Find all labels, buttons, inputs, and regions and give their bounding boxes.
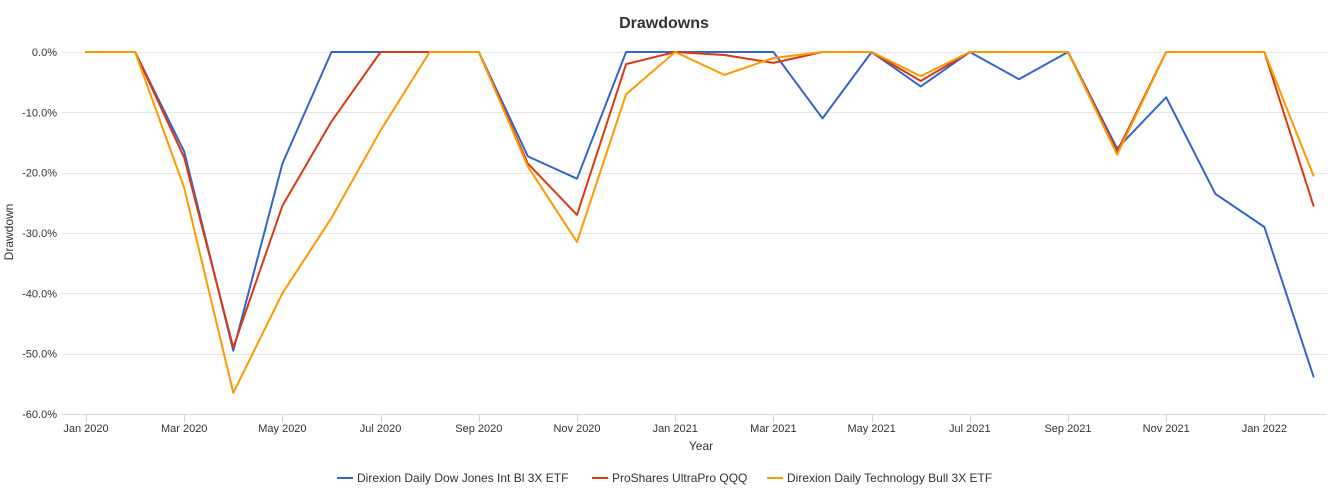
data-point[interactable] bbox=[1212, 191, 1218, 197]
data-point[interactable] bbox=[1311, 374, 1317, 380]
data-point[interactable] bbox=[378, 49, 384, 55]
legend[interactable]: Direxion Daily Dow Jones Int Bl 3X ETF Pr… bbox=[337, 471, 992, 485]
data-point[interactable] bbox=[1016, 76, 1022, 82]
data-point[interactable] bbox=[476, 49, 482, 55]
x-tick-label: Sep 2020 bbox=[455, 423, 502, 435]
data-point[interactable] bbox=[329, 118, 335, 124]
legend-item-3[interactable]: Direxion Daily Technology Bull 3X ETF bbox=[767, 471, 992, 485]
gridlines bbox=[62, 52, 1327, 355]
y-tick-label: -60.0% bbox=[22, 409, 57, 421]
data-point[interactable] bbox=[623, 49, 629, 55]
data-point[interactable] bbox=[427, 49, 433, 55]
data-point[interactable] bbox=[525, 164, 531, 170]
data-point[interactable] bbox=[1311, 173, 1317, 179]
x-tick-label: Nov 2020 bbox=[553, 423, 600, 435]
data-point[interactable] bbox=[574, 176, 580, 182]
data-point[interactable] bbox=[1163, 94, 1169, 100]
data-point[interactable] bbox=[1114, 152, 1120, 158]
data-point[interactable] bbox=[770, 55, 776, 61]
data-point[interactable] bbox=[230, 345, 236, 351]
data-point[interactable] bbox=[279, 203, 285, 209]
x-tick-label: Jan 2020 bbox=[63, 423, 108, 435]
data-point[interactable] bbox=[672, 49, 678, 55]
x-tick-label: Jul 2020 bbox=[360, 423, 402, 435]
y-axis-label: Drawdown bbox=[2, 204, 16, 261]
data-point[interactable] bbox=[1261, 224, 1267, 230]
data-point[interactable] bbox=[1016, 49, 1022, 55]
data-point[interactable] bbox=[623, 61, 629, 67]
series-2 bbox=[85, 49, 1317, 351]
data-point[interactable] bbox=[721, 72, 727, 78]
data-point[interactable] bbox=[574, 212, 580, 218]
series-line bbox=[85, 51, 1315, 378]
data-point[interactable] bbox=[967, 49, 973, 55]
y-tick-label: 0.0% bbox=[32, 47, 57, 59]
legend-label: Direxion Daily Technology Bull 3X ETF bbox=[787, 471, 992, 485]
chart-title: Drawdowns bbox=[619, 15, 709, 32]
data-point[interactable] bbox=[132, 49, 138, 55]
legend-item-2[interactable]: ProShares UltraPro QQQ bbox=[592, 471, 747, 485]
data-point[interactable] bbox=[83, 49, 89, 55]
x-tick-label: Mar 2021 bbox=[750, 423, 796, 435]
y-tick-label: -50.0% bbox=[22, 349, 57, 361]
x-tick-label: Jul 2021 bbox=[949, 423, 991, 435]
x-axis-ticks: Jan 2020 Mar 2020 May 2020 Jul 2020 Sep 2020… bbox=[63, 414, 1287, 435]
data-point[interactable] bbox=[329, 215, 335, 221]
legend-label: ProShares UltraPro QQQ bbox=[612, 471, 747, 485]
series-line bbox=[85, 51, 1315, 394]
data-point[interactable] bbox=[918, 73, 924, 79]
y-axis-ticks: 0.0% -10.0% -20.0% -30.0% -40.0% -50.0% -60.0% bbox=[22, 47, 57, 421]
data-point[interactable] bbox=[329, 49, 335, 55]
data-point[interactable] bbox=[181, 185, 187, 191]
x-tick-label: May 2021 bbox=[847, 423, 895, 435]
data-point[interactable] bbox=[770, 49, 776, 55]
x-tick-label: Sep 2021 bbox=[1044, 423, 1091, 435]
data-point[interactable] bbox=[918, 83, 924, 89]
data-point[interactable] bbox=[378, 127, 384, 133]
legend-item-1[interactable]: Direxion Daily Dow Jones Int Bl 3X ETF bbox=[337, 471, 568, 485]
data-point[interactable] bbox=[279, 290, 285, 296]
data-point[interactable] bbox=[1212, 49, 1218, 55]
data-point[interactable] bbox=[1311, 203, 1317, 209]
data-point[interactable] bbox=[820, 49, 826, 55]
data-point[interactable] bbox=[721, 52, 727, 58]
series-lines bbox=[83, 49, 1317, 396]
x-tick-label: Mar 2020 bbox=[161, 423, 207, 435]
x-tick-label: Nov 2021 bbox=[1143, 423, 1190, 435]
y-tick-label: -20.0% bbox=[22, 168, 57, 180]
y-tick-label: -30.0% bbox=[22, 228, 57, 240]
series-3 bbox=[83, 49, 1317, 396]
x-tick-label: May 2020 bbox=[258, 423, 306, 435]
y-tick-label: -10.0% bbox=[22, 107, 57, 119]
x-tick-label: Jan 2022 bbox=[1242, 423, 1287, 435]
data-point[interactable] bbox=[574, 239, 580, 245]
data-point[interactable] bbox=[1065, 49, 1071, 55]
data-point[interactable] bbox=[820, 115, 826, 121]
series-line bbox=[85, 51, 1315, 349]
data-point[interactable] bbox=[1261, 49, 1267, 55]
data-point[interactable] bbox=[623, 91, 629, 97]
data-point[interactable] bbox=[869, 49, 875, 55]
series-1 bbox=[85, 49, 1317, 380]
x-axis-label: Year bbox=[689, 439, 713, 453]
x-tick-label: Jan 2021 bbox=[653, 423, 698, 435]
data-point[interactable] bbox=[230, 390, 236, 396]
data-point[interactable] bbox=[181, 155, 187, 161]
data-point[interactable] bbox=[1163, 49, 1169, 55]
data-point[interactable] bbox=[279, 161, 285, 167]
y-tick-label: -40.0% bbox=[22, 288, 57, 300]
legend-label: Direxion Daily Dow Jones Int Bl 3X ETF bbox=[357, 471, 568, 485]
